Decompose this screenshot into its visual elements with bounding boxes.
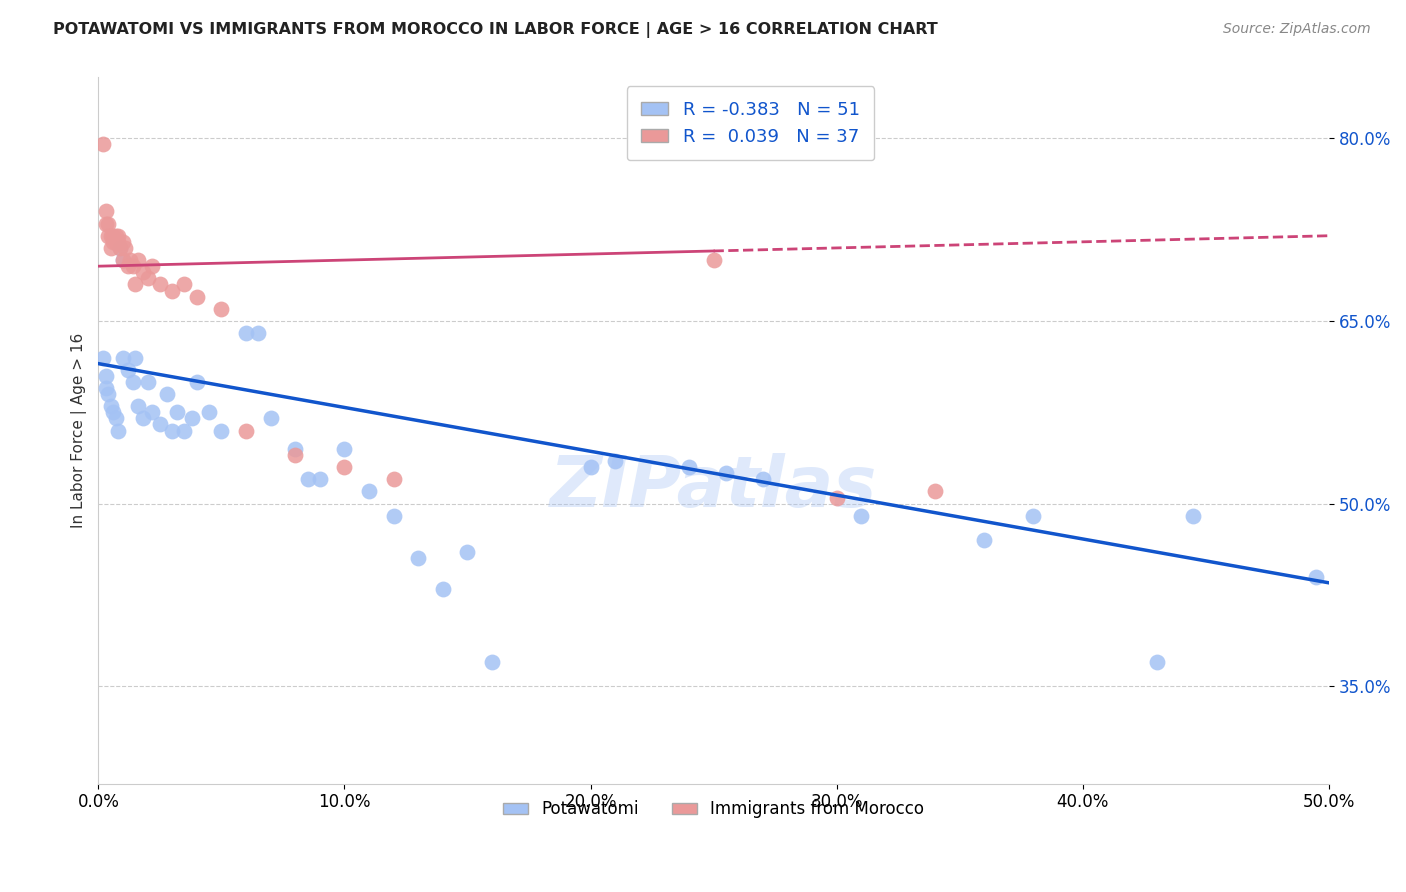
Point [173, 277, 195, 292]
Point [432, 582, 454, 596]
Point [333, 442, 356, 456]
Legend: Potawatomi, Immigrants from Morocco: Potawatomi, Immigrants from Morocco [496, 794, 931, 825]
Point [141, 259, 163, 273]
Point [235, 424, 257, 438]
Point [297, 472, 319, 486]
Point [120, 253, 142, 268]
Point [308, 472, 330, 486]
Point [209, 424, 232, 438]
Point [91, 137, 114, 152]
Point [100, 228, 122, 243]
Point [121, 259, 143, 273]
Point [247, 326, 270, 341]
Point [703, 253, 725, 268]
Point [97, 217, 120, 231]
Point [111, 351, 134, 365]
Point [382, 508, 405, 523]
Y-axis label: In Labor Force | Age > 16: In Labor Force | Age > 16 [72, 333, 87, 528]
Text: Source: ZipAtlas.com: Source: ZipAtlas.com [1223, 22, 1371, 37]
Point [104, 228, 127, 243]
Point [110, 241, 132, 255]
Point [101, 405, 124, 419]
Point [131, 265, 153, 279]
Point [100, 399, 122, 413]
Point [107, 424, 129, 438]
Point [111, 253, 134, 268]
Point [173, 424, 195, 438]
Point [284, 442, 307, 456]
Point [110, 241, 132, 255]
Point [186, 375, 208, 389]
Point [117, 362, 139, 376]
Point [678, 460, 700, 475]
Point [131, 411, 153, 425]
Point [149, 277, 172, 292]
Text: ZIPatlas: ZIPatlas [550, 452, 877, 522]
Point [180, 411, 202, 425]
Point [94, 368, 117, 383]
Point [107, 235, 129, 249]
Point [97, 228, 120, 243]
Point [101, 235, 124, 249]
Point [156, 387, 179, 401]
Point [127, 399, 149, 413]
Point [104, 411, 127, 425]
Point [124, 277, 146, 292]
Point [186, 290, 208, 304]
Point [127, 253, 149, 268]
Point [94, 381, 117, 395]
Point [136, 375, 159, 389]
Point [111, 235, 134, 249]
Point [149, 417, 172, 432]
Point [209, 301, 232, 316]
Point [259, 411, 281, 425]
Point [714, 467, 737, 481]
Point [100, 241, 122, 255]
Point [107, 228, 129, 243]
Point [97, 387, 120, 401]
Point [114, 241, 136, 255]
Point [1146, 655, 1168, 669]
Point [94, 204, 117, 219]
Point [1305, 570, 1327, 584]
Point [284, 448, 307, 462]
Point [111, 253, 134, 268]
Text: POTAWATOMI VS IMMIGRANTS FROM MOROCCO IN LABOR FORCE | AGE > 16 CORRELATION CHAR: POTAWATOMI VS IMMIGRANTS FROM MOROCCO IN… [53, 22, 938, 38]
Point [160, 424, 183, 438]
Point [121, 375, 143, 389]
Point [357, 484, 380, 499]
Point [605, 454, 627, 468]
Point [124, 351, 146, 365]
Point [1182, 508, 1205, 523]
Point [1022, 508, 1045, 523]
Point [752, 472, 775, 486]
Point [851, 508, 873, 523]
Point [91, 351, 114, 365]
Point [117, 259, 139, 273]
Point [973, 533, 995, 548]
Point [406, 551, 429, 566]
Point [160, 284, 183, 298]
Point [382, 472, 405, 486]
Point [456, 545, 478, 559]
Point [198, 405, 221, 419]
Point [94, 217, 117, 231]
Point [166, 405, 188, 419]
Point [101, 228, 124, 243]
Point [235, 326, 257, 341]
Point [825, 491, 848, 505]
Point [104, 235, 127, 249]
Point [141, 405, 163, 419]
Point [333, 460, 356, 475]
Point [579, 460, 602, 475]
Point [924, 484, 946, 499]
Point [481, 655, 503, 669]
Point [136, 271, 159, 285]
